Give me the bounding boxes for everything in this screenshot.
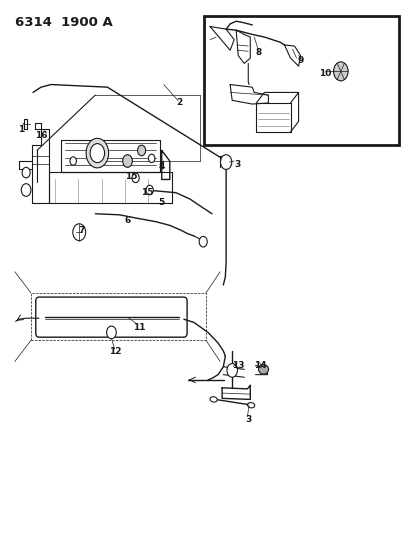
Text: 3: 3 (245, 415, 251, 424)
Circle shape (106, 326, 116, 339)
Text: 10: 10 (319, 69, 331, 78)
Text: 6314  1900 A: 6314 1900 A (15, 16, 113, 29)
Circle shape (149, 154, 155, 163)
Ellipse shape (210, 397, 217, 402)
Ellipse shape (248, 402, 255, 408)
Text: 11: 11 (133, 322, 146, 332)
Text: 6: 6 (124, 215, 131, 224)
FancyBboxPatch shape (36, 297, 187, 337)
Text: 15: 15 (142, 188, 154, 197)
Circle shape (90, 143, 104, 163)
Circle shape (137, 145, 146, 156)
Text: 7: 7 (78, 226, 84, 235)
Text: 1: 1 (18, 125, 24, 134)
Text: 5: 5 (159, 198, 165, 207)
Text: 4: 4 (159, 162, 165, 171)
Text: 16: 16 (35, 131, 47, 140)
Circle shape (70, 157, 76, 165)
Text: 9: 9 (297, 56, 304, 66)
Circle shape (86, 139, 109, 168)
Circle shape (132, 173, 139, 183)
Circle shape (146, 185, 153, 195)
Circle shape (334, 62, 348, 81)
Text: 12: 12 (109, 348, 122, 357)
Circle shape (22, 167, 30, 178)
Circle shape (199, 237, 207, 247)
Circle shape (227, 364, 237, 377)
Text: 15: 15 (125, 172, 138, 181)
Circle shape (123, 155, 132, 167)
Circle shape (73, 224, 86, 241)
Text: 2: 2 (177, 99, 183, 108)
Bar (204, 16, 399, 145)
Text: 13: 13 (232, 361, 244, 370)
Circle shape (21, 184, 31, 196)
Text: 3: 3 (234, 160, 241, 169)
Circle shape (220, 155, 232, 169)
Text: 8: 8 (255, 49, 262, 58)
Ellipse shape (259, 365, 268, 374)
Text: 14: 14 (254, 361, 267, 370)
